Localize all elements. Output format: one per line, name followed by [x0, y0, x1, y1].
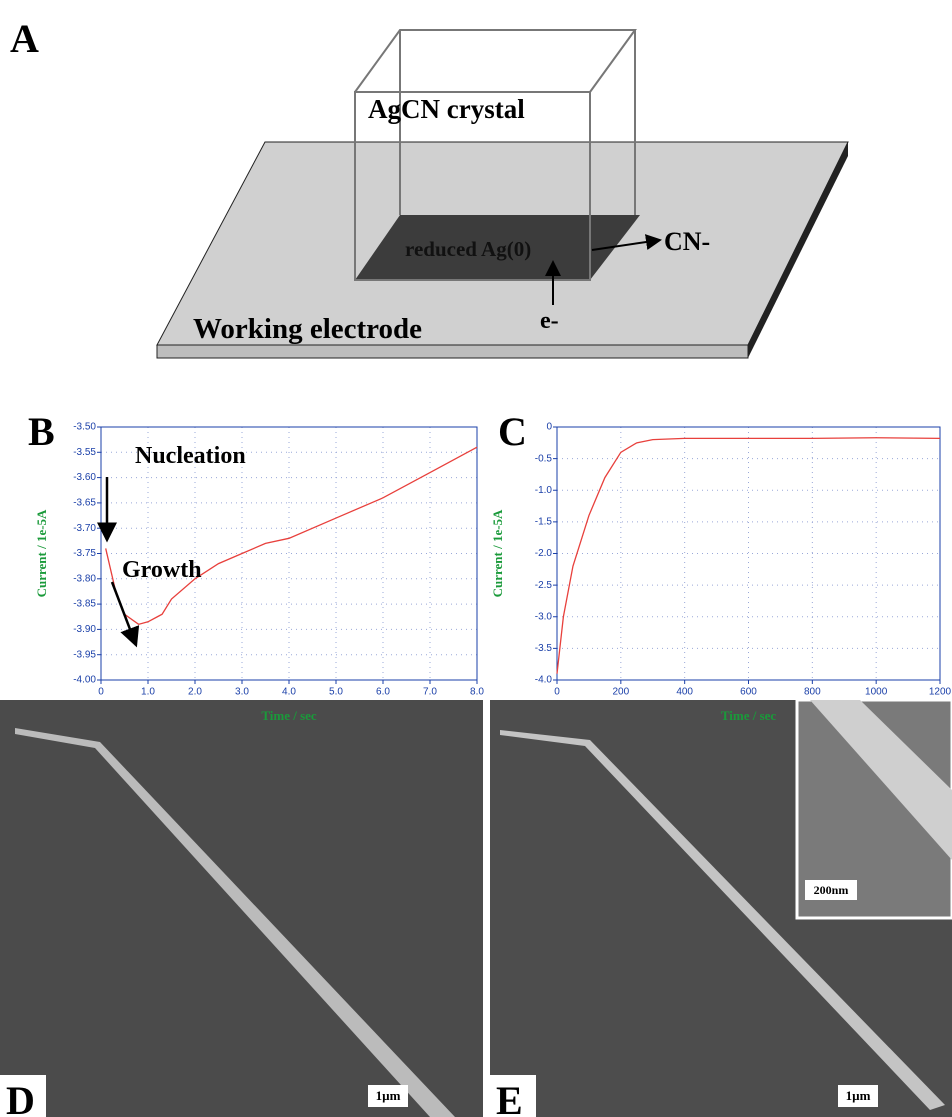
y-tick-label: -3.80 — [73, 573, 96, 584]
electrode-front — [157, 345, 748, 358]
x-tick-label: 800 — [804, 687, 821, 698]
x-tick-label: 7.0 — [423, 687, 437, 698]
panel-label: D — [6, 1078, 35, 1117]
y-tick-label: -1.0 — [535, 485, 553, 496]
x-tick-label: 6.0 — [376, 687, 390, 698]
x-tick-label: 0 — [554, 687, 560, 698]
x-axis-label: Time / sec — [261, 708, 317, 723]
x-tick-label: 8.0 — [470, 687, 484, 698]
annotation: Nucleation — [135, 443, 246, 469]
y-tick-label: -3.95 — [73, 649, 96, 660]
scale-bar-label: 1µm — [376, 1088, 401, 1103]
x-tick-label: 5.0 — [329, 687, 343, 698]
y-tick-label: -3.75 — [73, 548, 96, 559]
figure: A AgCN crystal reduced Ag(0) CN- e- Work… — [0, 0, 952, 1117]
anion-label: CN- — [664, 227, 710, 256]
data-line — [106, 447, 477, 624]
scale-bar-label: 200nm — [814, 883, 849, 897]
x-tick-label: 3.0 — [235, 687, 249, 698]
annotation: Growth — [122, 557, 202, 583]
x-tick-label: 400 — [676, 687, 693, 698]
y-tick-label: -3.90 — [73, 624, 96, 635]
x-axis-label: Time / sec — [721, 708, 777, 723]
y-tick-label: -2.5 — [535, 580, 553, 591]
x-tick-label: 1.0 — [141, 687, 155, 698]
y-axis-label: Current / 1e-5A — [34, 509, 49, 597]
electron-label: e- — [540, 308, 559, 334]
x-tick-label: 2.0 — [188, 687, 202, 698]
data-line — [557, 438, 940, 674]
y-tick-label: -2.0 — [535, 548, 553, 559]
y-axis-label: Current / 1e-5A — [490, 509, 505, 597]
y-tick-label: -3.50 — [73, 422, 96, 433]
panel-label: B — [28, 409, 55, 454]
y-tick-label: -3.70 — [73, 523, 96, 534]
panel-label: C — [498, 409, 527, 454]
y-tick-label: 0 — [546, 422, 552, 433]
panel-label: E — [496, 1078, 523, 1117]
y-tick-label: -4.0 — [535, 675, 553, 686]
x-tick-label: 4.0 — [282, 687, 296, 698]
scale-bar-label: 1µm — [846, 1088, 871, 1103]
y-tick-label: -4.00 — [73, 675, 96, 686]
x-tick-label: 1200 — [929, 687, 952, 698]
arrow — [112, 582, 136, 645]
x-tick-label: 200 — [612, 687, 629, 698]
x-tick-label: 0 — [98, 687, 104, 698]
panel-label: A — [10, 16, 39, 61]
y-tick-label: -0.5 — [535, 453, 553, 464]
y-tick-label: -1.5 — [535, 517, 553, 528]
electrode-label: Working electrode — [193, 313, 422, 345]
y-tick-label: -3.55 — [73, 447, 96, 458]
y-tick-label: -3.60 — [73, 472, 96, 483]
x-tick-label: 1000 — [865, 687, 888, 698]
y-tick-label: -3.5 — [535, 643, 553, 654]
y-tick-label: -3.0 — [535, 611, 553, 622]
y-tick-label: -3.65 — [73, 498, 96, 509]
reduced-label: reduced Ag(0) — [405, 237, 531, 261]
y-tick-label: -3.85 — [73, 599, 96, 610]
crystal-label: AgCN crystal — [368, 94, 525, 124]
x-tick-label: 600 — [740, 687, 757, 698]
